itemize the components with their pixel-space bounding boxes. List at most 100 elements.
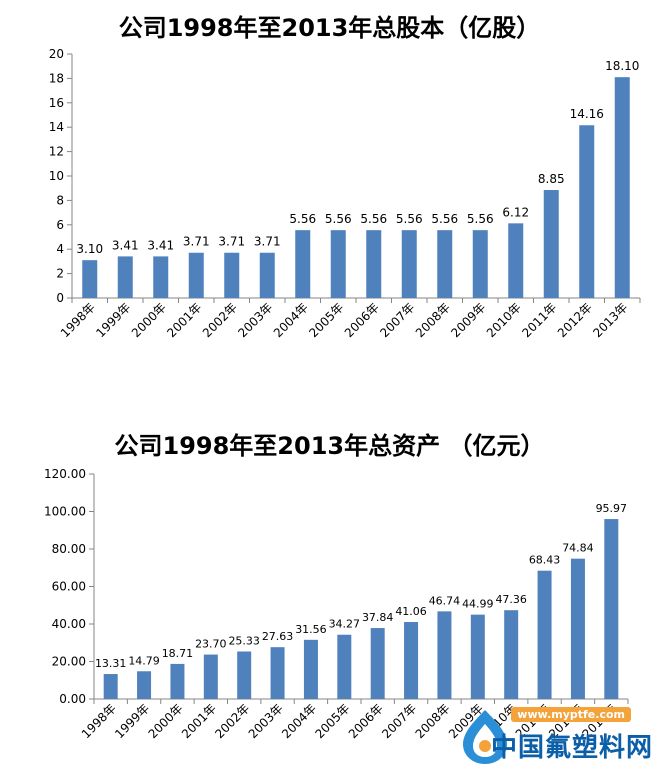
x-tick-label: 2002年 — [200, 300, 240, 340]
data-label: 34.27 — [329, 618, 361, 631]
bar — [401, 230, 417, 298]
bar — [470, 614, 485, 699]
x-tick-label: 2003年 — [246, 701, 286, 741]
x-tick-label: 2010年 — [484, 300, 524, 340]
x-tick-label: 2007年 — [377, 300, 417, 340]
y-tick-label: 6 — [56, 218, 64, 232]
bar — [270, 647, 285, 699]
bar — [153, 256, 169, 298]
data-label: 3.71 — [254, 235, 281, 249]
data-label: 6.12 — [502, 205, 529, 219]
x-tick-label: 2000年 — [129, 300, 169, 340]
data-label: 5.56 — [360, 212, 387, 226]
x-tick-label: 2011年 — [519, 300, 559, 340]
site-watermark: www.myptfe.com 中国氟塑料网 — [455, 702, 655, 766]
y-tick-label: 40.00 — [52, 617, 86, 631]
x-tick-label: 2012年 — [555, 300, 595, 340]
bar — [117, 256, 133, 298]
watermark-url: www.myptfe.com — [511, 707, 631, 722]
data-label: 18.10 — [605, 59, 639, 73]
x-tick-label: 2001年 — [179, 701, 219, 741]
x-tick-label: 1998年 — [79, 701, 119, 741]
x-tick-label: 2000年 — [146, 701, 186, 741]
x-tick-label: 2005年 — [306, 300, 346, 340]
x-tick-label: 2002年 — [212, 701, 252, 741]
bar — [188, 252, 204, 298]
x-tick-label: 2007年 — [379, 701, 419, 741]
data-label: 23.70 — [195, 638, 227, 651]
chart-title-total-assets: 公司1998年至2013年总资产 （亿元） — [114, 432, 545, 460]
share-capital-bar-chart: 0 2 4 6 8 10 12 14 16 18 20 3.10 1998年 3.41 1999年 3.41 2… — [49, 47, 641, 340]
bar — [437, 611, 452, 699]
data-label: 5.56 — [396, 212, 423, 226]
x-tick-label: 2005年 — [312, 701, 352, 741]
y-tick-label: 14 — [49, 120, 64, 134]
y-tick-label: 0.00 — [59, 692, 86, 706]
bar — [224, 252, 240, 298]
y-tick-label: 100.00 — [44, 505, 86, 519]
data-label: 44.99 — [462, 598, 494, 611]
bar — [504, 610, 519, 699]
x-tick-label: 1999年 — [112, 701, 152, 741]
data-label: 37.84 — [362, 611, 394, 624]
y-tick-label: 0 — [56, 291, 64, 305]
data-label: 3.41 — [112, 238, 139, 252]
y-tick-label: 20 — [49, 47, 64, 61]
data-label: 18.71 — [162, 647, 194, 660]
data-label: 3.10 — [76, 242, 103, 256]
bar — [170, 663, 185, 699]
x-tick-label: 2006年 — [342, 300, 382, 340]
x-tick-label: 2009年 — [448, 300, 488, 340]
x-tick-label: 1999年 — [93, 300, 133, 340]
watermark-site-name: 中国氟塑料网 — [490, 733, 653, 763]
bar — [508, 223, 524, 298]
bar — [330, 230, 346, 298]
bar — [103, 674, 118, 699]
y-tick-label: 20.00 — [52, 655, 86, 669]
y-tick-label: 80.00 — [52, 542, 86, 556]
data-label: 8.85 — [538, 172, 565, 186]
y-tick-label: 120.00 — [44, 467, 86, 481]
y-tick-label: 8 — [56, 193, 64, 207]
data-label: 95.97 — [596, 502, 628, 515]
data-label: 31.56 — [295, 623, 327, 636]
data-label: 5.56 — [467, 212, 494, 226]
bar — [303, 639, 318, 699]
bar — [203, 654, 218, 699]
data-label: 25.33 — [228, 635, 260, 648]
data-label: 27.63 — [262, 630, 294, 643]
bar — [366, 230, 382, 298]
x-tick-label: 2001年 — [164, 300, 204, 340]
data-label: 13.31 — [95, 657, 127, 670]
y-tick-label: 60.00 — [52, 580, 86, 594]
data-label: 68.43 — [529, 554, 561, 567]
x-tick-label: 2013年 — [590, 300, 630, 340]
x-tick-label: 2008年 — [413, 701, 453, 741]
x-tick-label: 2006年 — [346, 701, 386, 741]
chart-title-share-capital: 公司1998年至2013年总股本（亿股） — [118, 14, 541, 42]
x-tick-label: 2008年 — [413, 300, 453, 340]
bar — [137, 671, 152, 699]
bar — [579, 125, 595, 298]
bar — [437, 230, 453, 298]
data-label: 47.36 — [495, 593, 527, 606]
data-label: 3.71 — [183, 235, 210, 249]
data-label: 5.56 — [431, 212, 458, 226]
x-tick-label: 2004年 — [279, 701, 319, 741]
bar — [259, 252, 275, 298]
bar — [237, 651, 252, 699]
y-tick-label: 12 — [49, 145, 64, 159]
y-tick-label: 4 — [56, 242, 64, 256]
y-tick-label: 10 — [49, 169, 64, 183]
x-tick-label: 2003年 — [235, 300, 275, 340]
bar — [370, 628, 385, 699]
y-tick-label: 16 — [49, 96, 64, 110]
data-label: 41.06 — [395, 605, 427, 618]
bar — [537, 570, 552, 699]
data-label: 5.56 — [289, 212, 316, 226]
data-label: 74.84 — [562, 542, 594, 555]
bar — [570, 558, 585, 699]
bar — [337, 634, 352, 699]
bar — [404, 622, 419, 699]
bar — [543, 190, 559, 298]
